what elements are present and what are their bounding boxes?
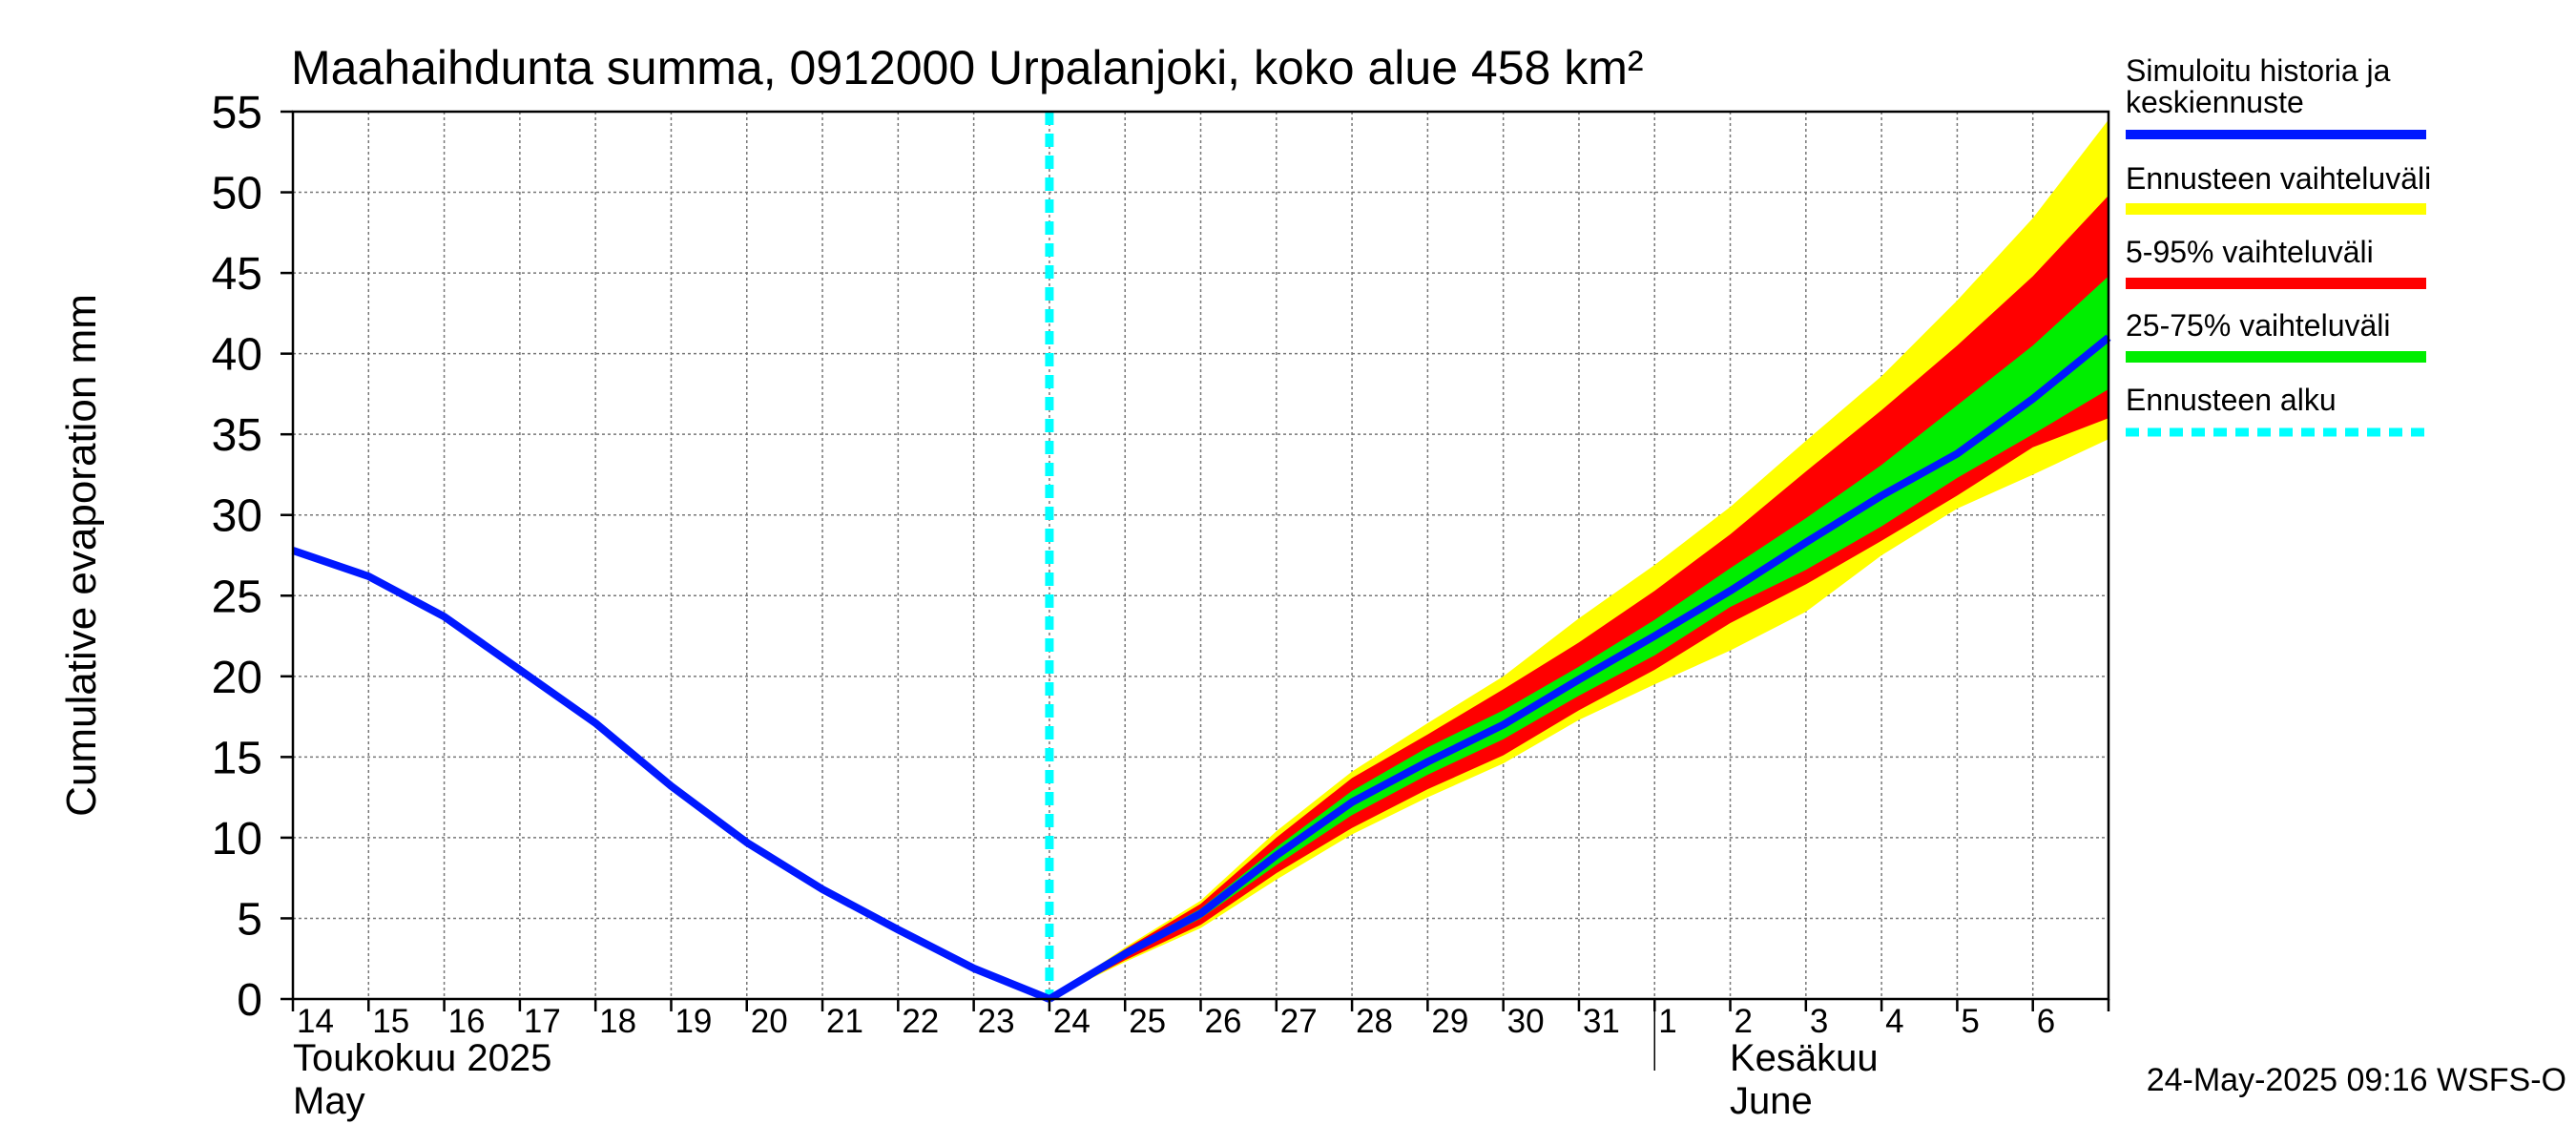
x-tick-label: 4: [1885, 1003, 1903, 1040]
x-tick-label: 2: [1735, 1003, 1753, 1040]
x-tick-label: 15: [372, 1003, 409, 1040]
x-tick-label: 28: [1356, 1003, 1393, 1040]
y-tick-label: 5: [237, 894, 262, 945]
history-line: [291, 547, 1051, 1003]
legend-label-range: Ennusteen vaihteluväli: [2126, 161, 2431, 196]
y-tick-label: 40: [212, 330, 262, 381]
chart-title: Maahaihdunta summa, 0912000 Urpalanjoki,…: [291, 41, 1644, 94]
x-tick-label: 14: [297, 1003, 334, 1040]
footer-timestamp: 24-May-2025 09:16 WSFS-O: [2147, 1062, 2566, 1098]
x-axis: 14 15 16 17 18 19 20 21 22 23 24 25 26 27 28 29 30 31 1 2 3 4…: [291, 999, 2110, 1071]
month-label-june-fi: Kesäkuu: [1730, 1037, 1879, 1079]
legend: Simuloitu historia ja keskiennuste Ennus…: [2126, 53, 2431, 437]
y-tick-label: 50: [212, 169, 262, 219]
x-tick-label: 1: [1658, 1003, 1676, 1040]
x-tick-label: 20: [751, 1003, 788, 1040]
x-tick-label: 5: [1961, 1003, 1979, 1040]
x-tick-label: 16: [448, 1003, 486, 1040]
x-tick-label: 18: [599, 1003, 636, 1040]
x-tick-label: 21: [826, 1003, 863, 1040]
y-axis-label: Cumulative evaporation mm: [58, 294, 105, 817]
x-tick-label: 19: [675, 1003, 712, 1040]
x-tick-label: 31: [1583, 1003, 1620, 1040]
x-tick-label: 26: [1205, 1003, 1242, 1040]
x-tick-label: 6: [2037, 1003, 2055, 1040]
x-tick-label: 23: [978, 1003, 1015, 1040]
x-tick-label: 30: [1507, 1003, 1545, 1040]
x-tick-label: 3: [1810, 1003, 1828, 1040]
y-tick-label: 30: [212, 491, 262, 542]
month-label-june-en: June: [1730, 1080, 1813, 1122]
y-tick-label: 45: [212, 249, 262, 300]
y-tick-label: 10: [212, 814, 262, 864]
month-label-may-en: May: [293, 1080, 365, 1122]
x-tick-label: 29: [1431, 1003, 1468, 1040]
month-label-may-fi: Toukokuu 2025: [293, 1037, 551, 1079]
y-tick-label: 15: [212, 733, 262, 783]
legend-label-25-75: 25-75% vaihteluväli: [2126, 308, 2391, 343]
x-tick-label: 22: [902, 1003, 939, 1040]
median-forecast-line: [1047, 334, 2111, 1003]
series-lines: [291, 112, 2111, 1003]
legend-label-history-line1: Simuloitu historia ja: [2126, 53, 2391, 88]
legend-label-5-95: 5-95% vaihteluväli: [2126, 235, 2374, 269]
x-tick-label: 27: [1280, 1003, 1318, 1040]
y-tick-label: 25: [212, 572, 262, 622]
x-tick-label: 24: [1053, 1003, 1091, 1040]
legend-label-forecast-start: Ennusteen alku: [2126, 383, 2337, 417]
y-tick-label: 35: [212, 410, 262, 461]
y-tick-label: 20: [212, 653, 262, 703]
y-tick-label: 0: [237, 975, 262, 1026]
y-axis: 0 5 10 15 20 25 30 35 40 45 50 55: [212, 88, 293, 1026]
x-tick-label: 17: [524, 1003, 561, 1040]
legend-label-history-line2: keskiennuste: [2126, 85, 2304, 119]
x-tick-label: 25: [1129, 1003, 1166, 1040]
y-tick-label: 55: [212, 88, 262, 138]
